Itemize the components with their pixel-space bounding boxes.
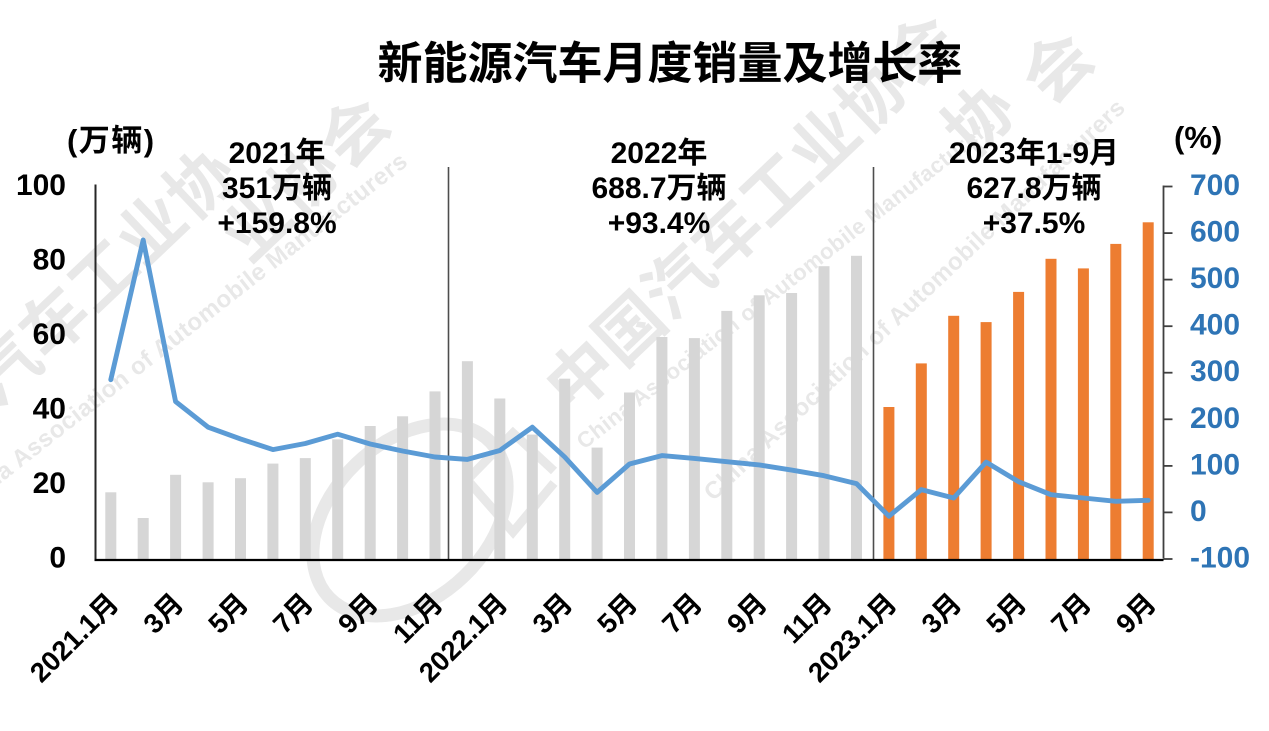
svg-text:40: 40 xyxy=(33,393,66,426)
svg-text:351: 351 xyxy=(222,172,272,205)
svg-text:-100: -100 xyxy=(1190,542,1250,575)
svg-text:600: 600 xyxy=(1190,216,1240,249)
svg-text:20: 20 xyxy=(33,467,66,500)
svg-text:0: 0 xyxy=(1190,495,1207,528)
svg-text:2021: 2021 xyxy=(229,137,296,170)
svg-text:0: 0 xyxy=(49,542,66,575)
svg-text:100: 100 xyxy=(1190,448,1240,481)
svg-text:(%): (%) xyxy=(1174,120,1222,155)
svg-text:+159.8%: +159.8% xyxy=(217,207,336,240)
svg-text:200: 200 xyxy=(1190,402,1240,435)
svg-text:100: 100 xyxy=(16,169,66,202)
svg-text:627.8: 627.8 xyxy=(967,172,1042,205)
svg-text:700: 700 xyxy=(1190,169,1240,202)
svg-text:+93.4%: +93.4% xyxy=(608,207,711,240)
svg-text:2023: 2023 xyxy=(949,137,1016,170)
svg-text:688.7: 688.7 xyxy=(592,172,667,205)
svg-text:+37.5%: +37.5% xyxy=(983,207,1086,240)
svg-text:300: 300 xyxy=(1190,355,1240,388)
svg-text:2022: 2022 xyxy=(611,137,678,170)
svg-text:(: ( xyxy=(67,123,79,158)
svg-text:80: 80 xyxy=(33,244,66,277)
svg-text:500: 500 xyxy=(1190,262,1240,295)
svg-text:1-9: 1-9 xyxy=(1046,137,1089,170)
svg-text:400: 400 xyxy=(1190,309,1240,342)
svg-text:60: 60 xyxy=(33,318,66,351)
svg-text:): ) xyxy=(144,123,156,158)
